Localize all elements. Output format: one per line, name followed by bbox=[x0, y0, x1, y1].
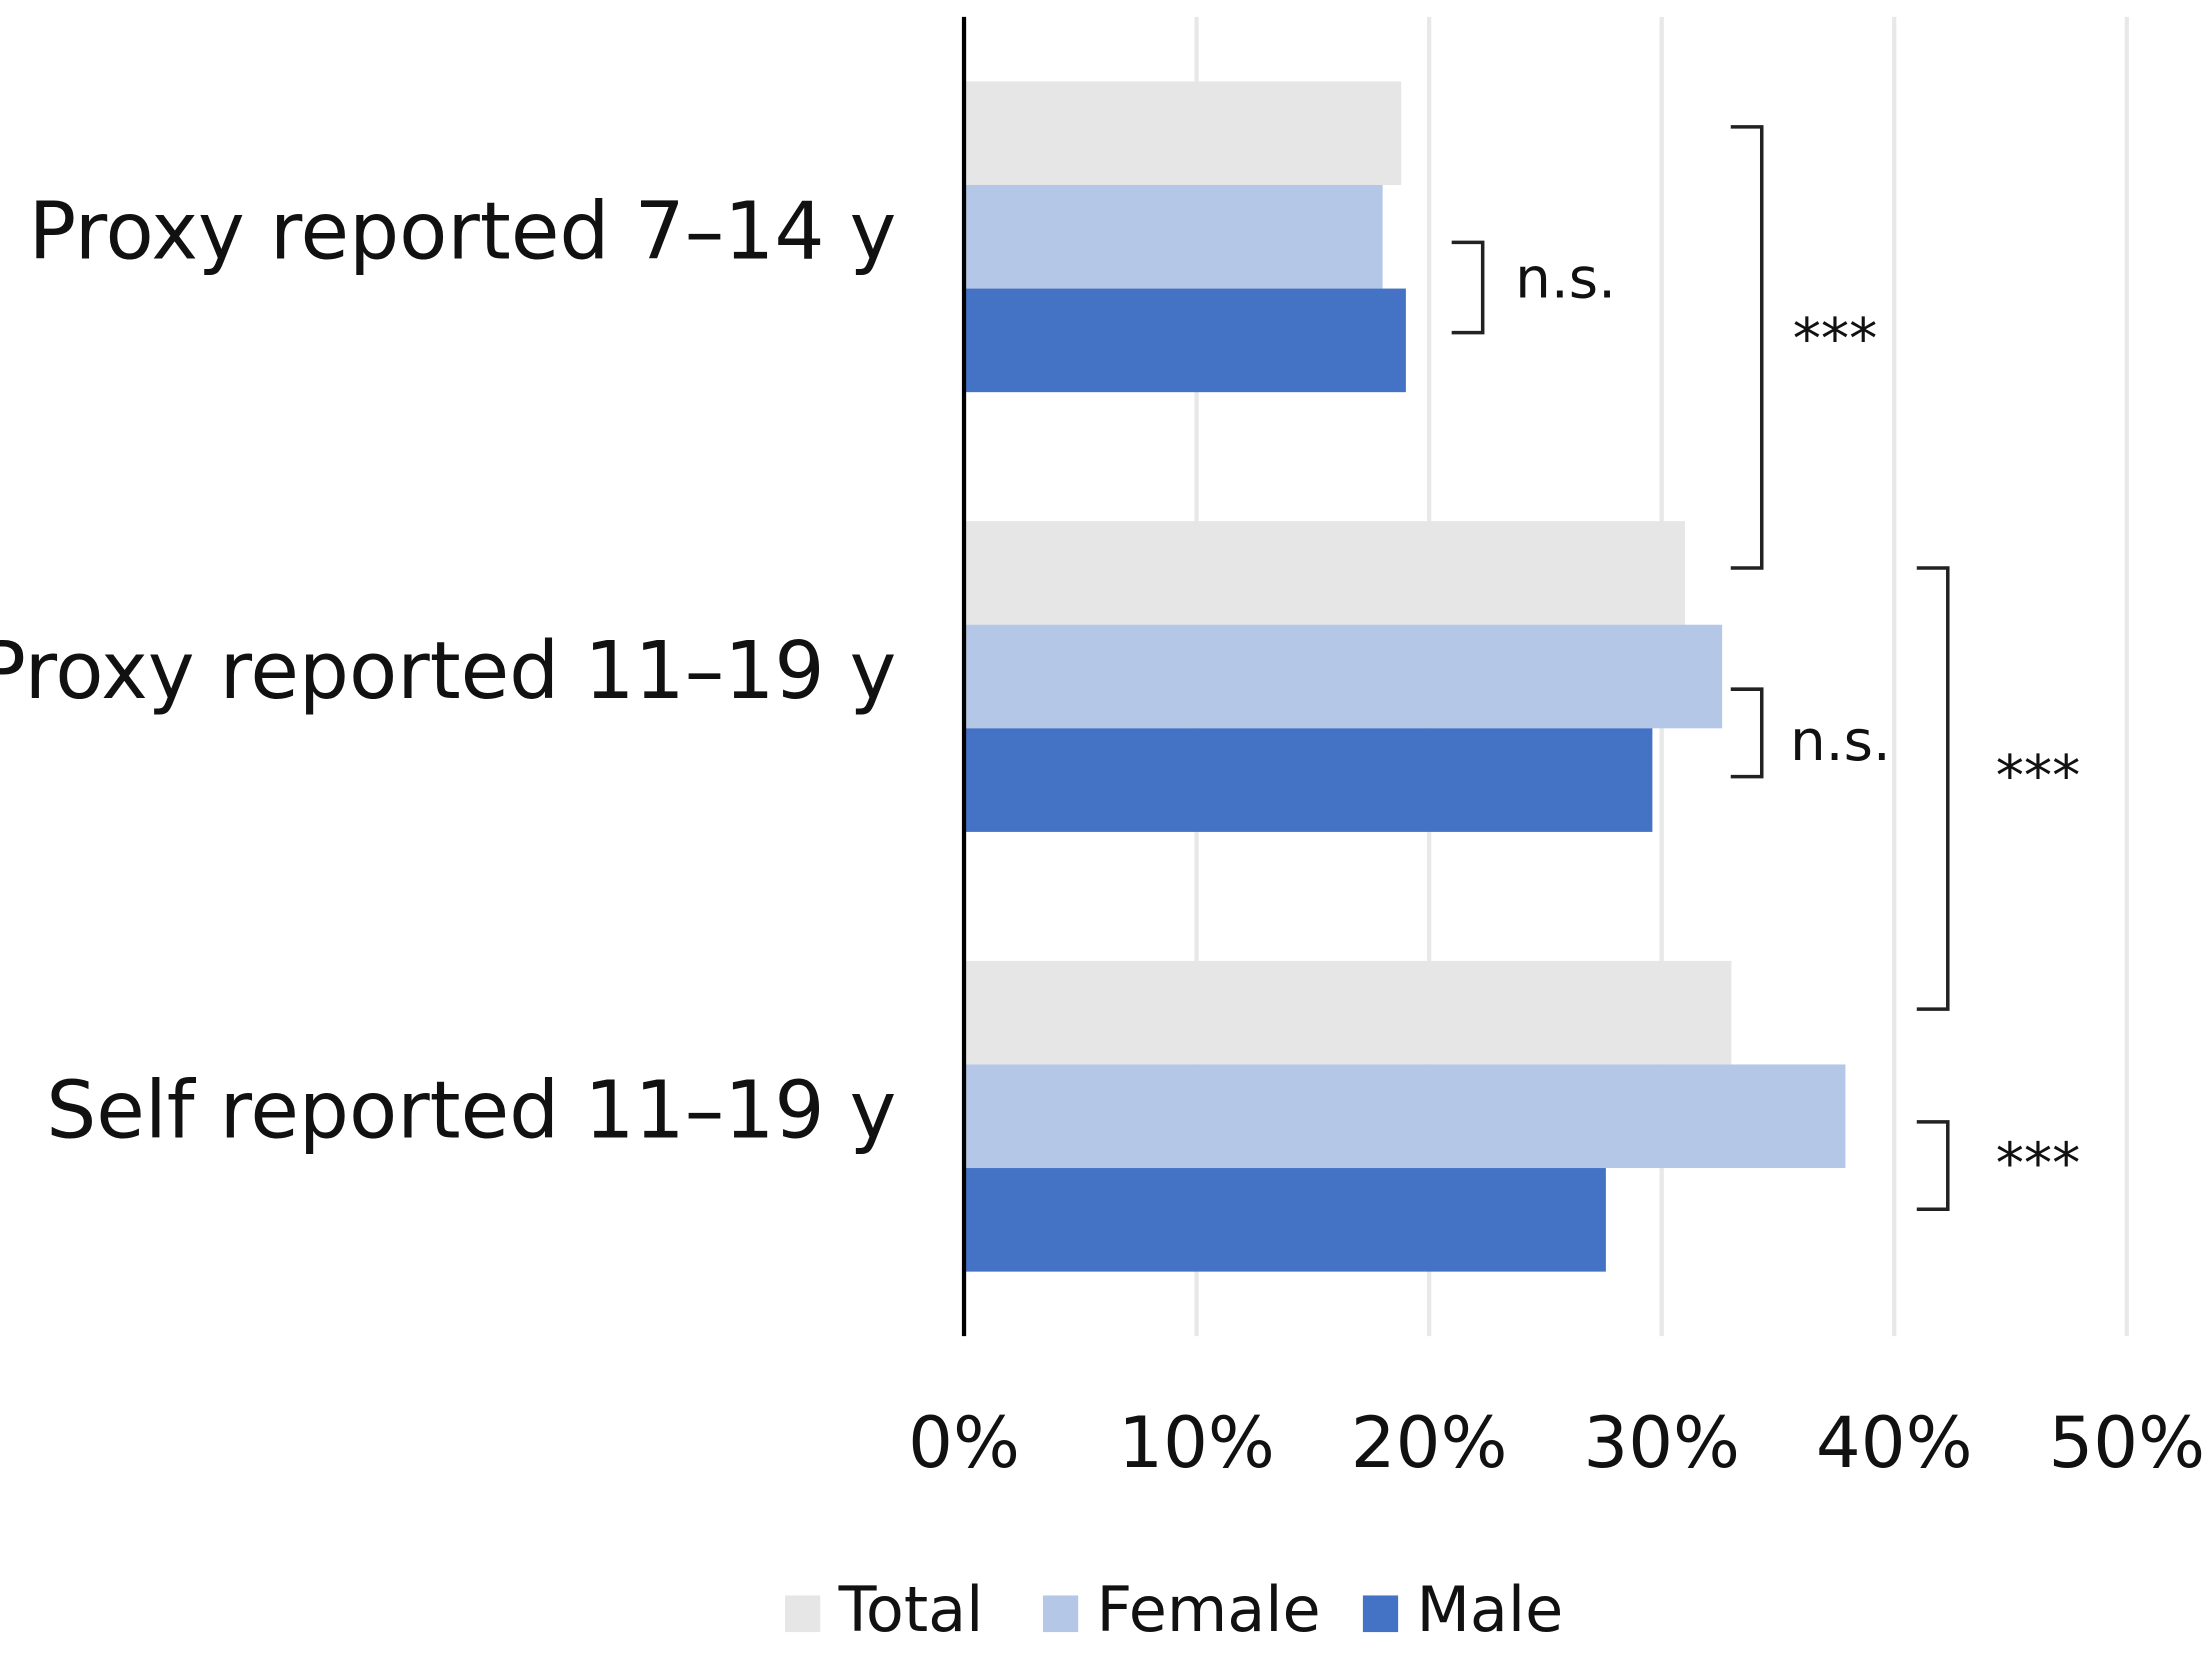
bracket bbox=[1730, 125, 1764, 570]
bar bbox=[964, 288, 1406, 393]
bar bbox=[964, 184, 1383, 289]
bar bbox=[964, 1064, 1846, 1169]
x-tick-label: 10% bbox=[1118, 1402, 1275, 1484]
legend-label: Female bbox=[1097, 1573, 1321, 1646]
bar bbox=[964, 624, 1723, 729]
bar bbox=[964, 728, 1653, 832]
bracket bbox=[1451, 240, 1485, 335]
annotation: *** bbox=[1996, 1132, 2081, 1197]
x-tick-label: 40% bbox=[1816, 1402, 1973, 1484]
legend-swatch bbox=[785, 1595, 821, 1633]
bar bbox=[964, 521, 1685, 625]
annotation: n.s. bbox=[1515, 247, 1616, 312]
annotation: *** bbox=[1996, 744, 2081, 809]
legend-label: Male bbox=[1416, 1573, 1563, 1646]
chart-body: 0% 10% 20% 30% 40% 50% Proxy reported 7–14 y Pr… bbox=[0, 16, 2205, 1646]
annotation: *** bbox=[1793, 307, 1878, 372]
bracket bbox=[1916, 1120, 1950, 1212]
y-tick-label: Self reported 11–19 y bbox=[46, 1065, 896, 1157]
annotation: n.s. bbox=[1790, 709, 1891, 774]
x-tick-label: 20% bbox=[1351, 1402, 1508, 1484]
bracket bbox=[1730, 687, 1764, 779]
y-tick-label: Proxy reported 7–14 y bbox=[29, 185, 897, 277]
legend-swatch bbox=[1362, 1595, 1399, 1633]
legend-swatch bbox=[1042, 1595, 1079, 1633]
bar bbox=[964, 1168, 1606, 1272]
bracket bbox=[1916, 566, 1950, 1011]
bar bbox=[964, 81, 1402, 185]
x-tick-label: 50% bbox=[2048, 1402, 2205, 1484]
bar bbox=[964, 960, 1732, 1065]
legend-label: Total bbox=[838, 1573, 984, 1646]
y-tick-label: Proxy reported 11–19 y bbox=[0, 625, 896, 717]
x-tick-label: 0% bbox=[908, 1402, 1020, 1484]
x-tick-label: 30% bbox=[1583, 1402, 1740, 1484]
